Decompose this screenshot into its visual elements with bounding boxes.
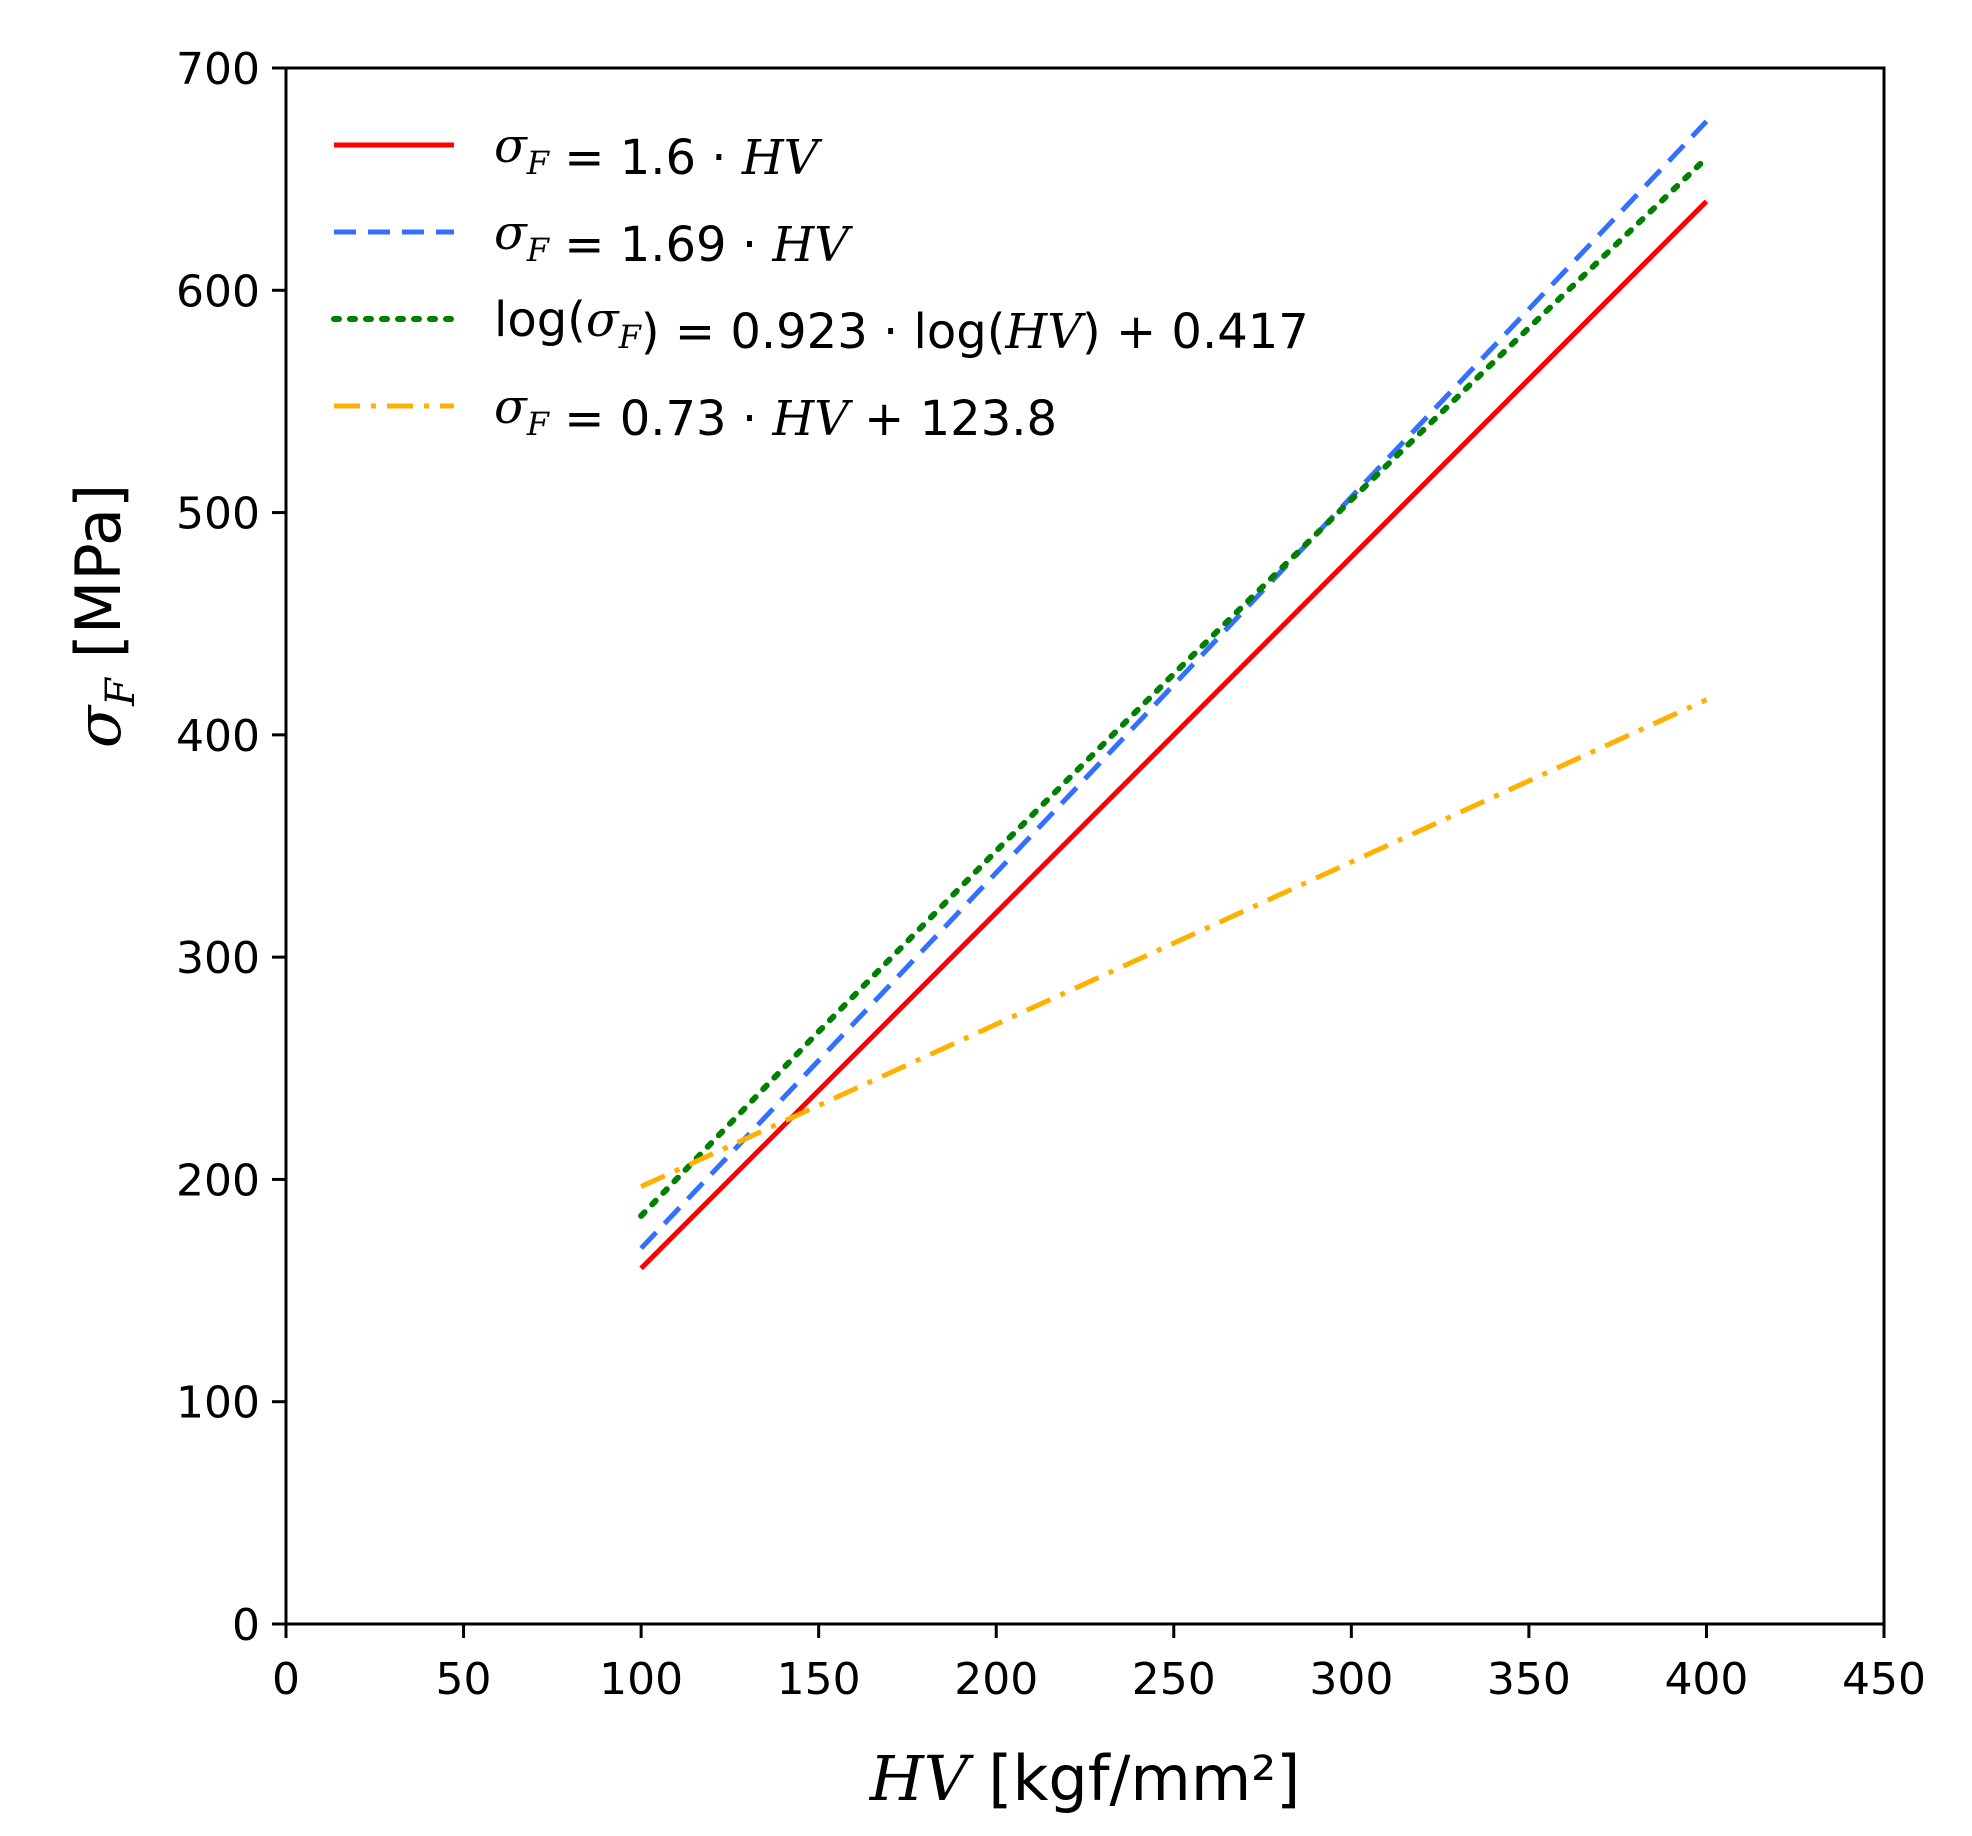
legend-text-part: log(: [494, 292, 586, 348]
legend-text-part: σ: [494, 205, 528, 261]
y-label-symbol: σ: [62, 704, 135, 748]
x-axis-label: HV [kgf/mm²]: [869, 1742, 1301, 1815]
x-tick-label: 50: [436, 1654, 492, 1705]
x-label-variable: HV: [869, 1742, 975, 1815]
legend-text-part: HV: [771, 391, 853, 447]
legend-label-4: σF = 0.73 · HV + 123.8: [494, 379, 1057, 447]
y-label-unit: [MPa]: [62, 484, 135, 678]
legend-label-3: log(σF) = 0.923 · log(HV) + 0.417: [494, 292, 1309, 360]
legend-text-part: ) + 0.417: [1082, 304, 1309, 360]
y-tick-label: 200: [176, 1155, 260, 1206]
series-layer: [638, 119, 1710, 1271]
x-tick-label: 100: [599, 1654, 683, 1705]
x-tick-label: 300: [1309, 1654, 1393, 1705]
legend-text-part: F: [526, 144, 551, 182]
axis-ticks: 0 50 100 150 200 250 300 350 400 450 0 100 200 300 400…: [176, 44, 1926, 1705]
y-tick-label: 0: [232, 1600, 260, 1651]
plot-frame: [284, 66, 1886, 1626]
y-tick-label: 500: [176, 489, 260, 540]
y-label-subscript: F: [98, 677, 144, 707]
legend-text-part: HV: [1004, 304, 1086, 360]
x-label-unit: [kgf/mm²]: [969, 1742, 1301, 1815]
legend-text-part: = 1.6 ·: [549, 130, 742, 186]
legend-text-part: = 0.73 ·: [549, 391, 772, 447]
x-tick-label: 450: [1842, 1654, 1926, 1705]
legend-text-part: F: [526, 405, 551, 443]
legend-text-part: + 123.8: [849, 391, 1057, 447]
legend-text-part: σ: [494, 379, 528, 435]
x-tick-label: 200: [954, 1654, 1038, 1705]
series-line-4: [640, 697, 1708, 1189]
y-tick-label: 300: [176, 933, 260, 984]
legend-label-2: σF = 1.69 · HV: [494, 205, 853, 273]
x-tick-label: 250: [1132, 1654, 1216, 1705]
y-tick-label: 100: [176, 1378, 260, 1429]
y-axis-label: σF [MPa]: [62, 484, 144, 748]
legend-text-part: σ: [494, 118, 528, 174]
series-line-1: [639, 199, 1709, 1271]
x-tick-label: 150: [777, 1654, 861, 1705]
x-tick-label: 0: [272, 1654, 300, 1705]
legend-text-part: σ: [586, 292, 620, 348]
series-line-2: [639, 119, 1709, 1251]
legend-label-1: σF = 1.6 · HV: [494, 118, 823, 186]
legend-text-part: HV: [771, 217, 853, 273]
legend-text-part: = 1.69 ·: [549, 217, 772, 273]
legend-text-part: ) = 0.923 · log(: [641, 304, 1006, 360]
x-tick-label: 400: [1664, 1654, 1748, 1705]
y-tick-label: 600: [176, 266, 260, 317]
legend-text-part: HV: [741, 130, 823, 186]
y-tick-label: 700: [176, 44, 260, 95]
x-tick-label: 350: [1487, 1654, 1571, 1705]
y-tick-label: 400: [176, 711, 260, 762]
legend-text-part: F: [526, 231, 551, 269]
series-line-3: [638, 155, 1710, 1219]
legend-text-part: F: [618, 318, 643, 356]
